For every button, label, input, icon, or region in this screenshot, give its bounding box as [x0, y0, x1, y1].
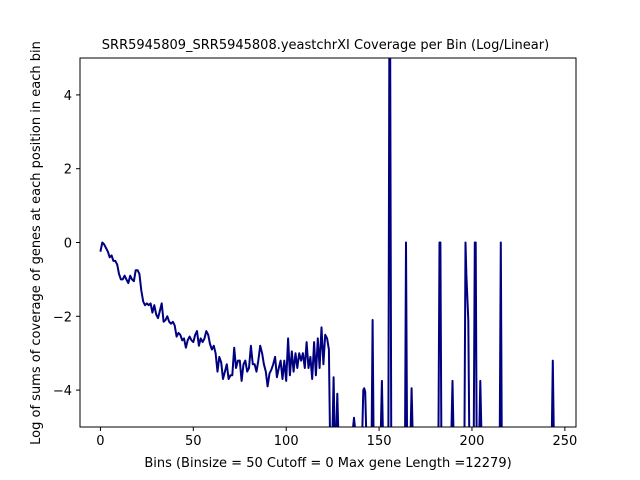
x-tick-label: 0: [96, 434, 104, 449]
x-tick-label: 250: [552, 434, 577, 449]
x-tick-label: 200: [460, 434, 485, 449]
y-tick-label: 4: [64, 89, 72, 104]
series-line-segment-15: [498, 241, 503, 427]
plot-area: 0 50 100 150 200 250 −4 −2 0 2 4: [53, 57, 577, 449]
x-axis-label: Bins (Binsize = 50 Cutoff = 0 Max gene L…: [144, 456, 511, 471]
series-line-segment-1: [331, 376, 336, 427]
x-tick-label: 150: [367, 434, 392, 449]
series-line-segment-14: [478, 379, 483, 427]
series-line-segment-16: [550, 359, 555, 427]
series-line-segment-6: [379, 379, 384, 427]
series-line-segment-0: [99, 241, 331, 427]
coverage-series: [99, 58, 555, 427]
x-tick-label: 100: [274, 434, 299, 449]
series-line-segment-11: [450, 379, 455, 427]
y-tick-label: 2: [64, 163, 72, 178]
y-axis-label: Log of sums of coverage of genes at each…: [29, 41, 44, 445]
chart-title: SRR5945809_SRR5945808.yeastchrXI Coverag…: [102, 38, 549, 53]
series-line-segment-13: [472, 241, 478, 427]
series-line-segment-2: [335, 392, 340, 427]
y-tick-label: −2: [53, 310, 72, 325]
y-axis-ticks: −4 −2 0 2 4: [53, 89, 80, 399]
series-line-segment-5: [370, 319, 375, 427]
series-line-segment-12: [463, 241, 471, 427]
series-line-segment-7: [387, 58, 393, 427]
y-tick-label: −4: [53, 384, 72, 399]
x-tick-label: 50: [185, 434, 202, 449]
y-tick-label: 0: [64, 237, 72, 252]
series-line-segment-4: [361, 387, 368, 427]
x-axis-ticks: 0 50 100 150 200 250: [96, 427, 577, 449]
series-line-segment-3: [352, 416, 356, 427]
series-line-segment-10: [437, 241, 443, 427]
series-line-segment-8: [404, 241, 408, 427]
series-line-segment-9: [409, 387, 414, 427]
